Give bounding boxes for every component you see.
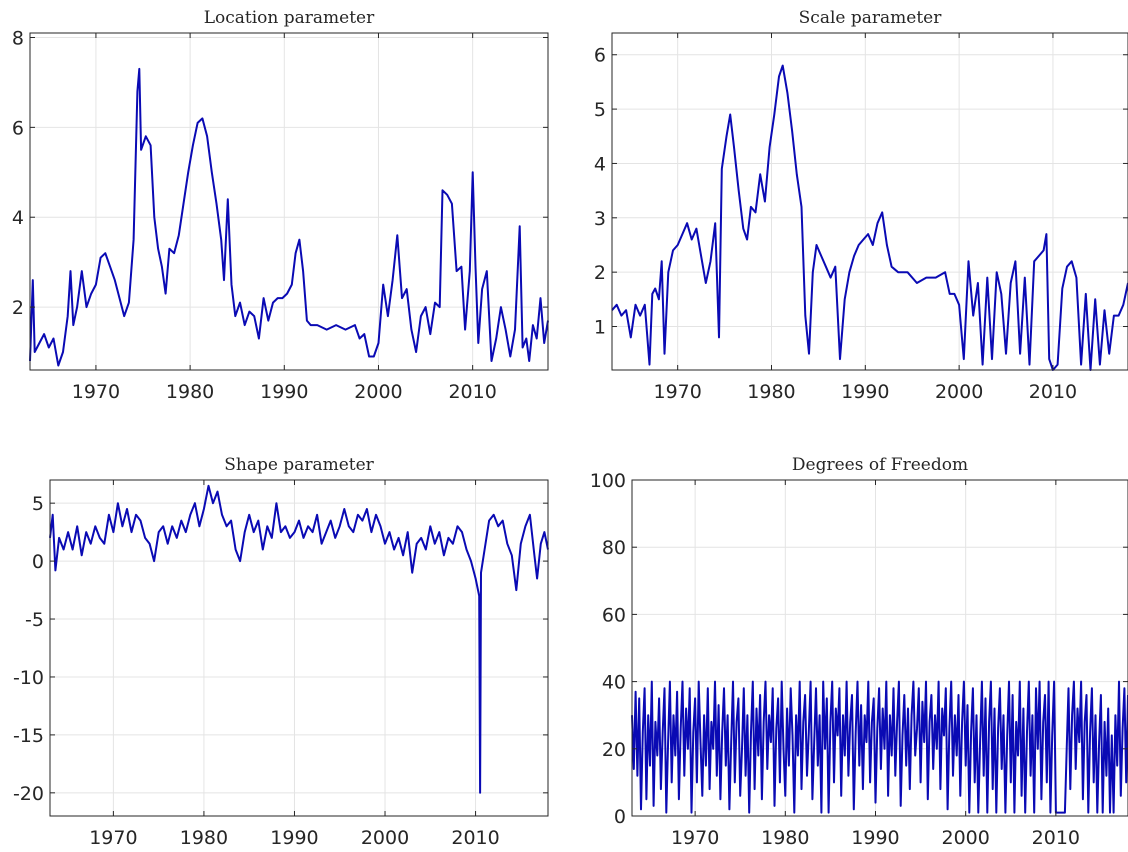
- x-tick-label: 1990: [841, 381, 889, 403]
- x-tick-label: 1980: [747, 381, 795, 403]
- y-tick-label: -20: [13, 783, 44, 805]
- y-tick-label: 5: [594, 99, 606, 121]
- axes-box: [49, 479, 549, 817]
- x-tick-label: 1970: [72, 381, 120, 403]
- y-tick-label: 0: [32, 551, 44, 573]
- series-line-1: [631, 680, 1128, 814]
- y-tick-label: 1: [594, 317, 606, 339]
- x-tick-label: 1970: [653, 381, 701, 403]
- y-tick-label: 80: [602, 537, 626, 559]
- x-tick-label: 1970: [89, 827, 137, 849]
- chart-panel-3: 1970 1980 1990 2000 2010 5 0 -5 -10 -15 -20 Shape p…: [13, 455, 549, 849]
- x-tick-label: 1970: [671, 827, 719, 849]
- plot-area: [612, 33, 1128, 370]
- plot-area: [30, 33, 548, 370]
- axes-box: [29, 32, 549, 371]
- y-tick-label: -5: [25, 609, 44, 631]
- y-tick-label: 2: [12, 297, 24, 319]
- x-tick-label: 1990: [260, 381, 308, 403]
- y-tick-label: 8: [12, 27, 24, 49]
- x-tick-label: 1980: [761, 827, 809, 849]
- chart-panel-4: 1970 1980 1990 2000 2010 0 20 40 60 80 100 Degrees …: [590, 455, 1128, 849]
- chart-title: Scale parameter: [799, 8, 943, 28]
- y-tick-label: 4: [12, 207, 24, 229]
- series-line-1: [49, 484, 549, 794]
- x-tick-label: 1980: [166, 381, 214, 403]
- axes-box: [611, 32, 1128, 371]
- x-tick-label: 2010: [1032, 827, 1080, 849]
- x-tick-label: 2000: [941, 827, 989, 849]
- y-tick-label: 100: [590, 470, 626, 492]
- y-tick-label: 5: [32, 493, 44, 515]
- chart-title: Degrees of Freedom: [792, 455, 968, 475]
- x-tick-label: 1990: [851, 827, 899, 849]
- y-tick-label: -15: [13, 725, 44, 747]
- y-tick-label: 6: [12, 117, 24, 139]
- series-line-1: [611, 64, 1128, 371]
- y-tick-label: -10: [13, 667, 44, 689]
- plot-area: [50, 480, 548, 816]
- chart-panel-1: 1970 1980 1990 2000 2010 2 4 6 8 Location paramet…: [12, 8, 549, 403]
- y-tick-label: 20: [602, 739, 626, 761]
- y-tick-label: 60: [602, 604, 626, 626]
- y-tick-label: 4: [594, 153, 606, 175]
- x-tick-label: 2000: [361, 827, 409, 849]
- chart-title: Shape parameter: [224, 455, 374, 475]
- chart-panel-2: 1970 1980 1990 2000 2010 1 2 3 4 5 6 Scale paramete…: [594, 8, 1128, 403]
- y-tick-label: 2: [594, 262, 606, 284]
- x-tick-label: 1990: [270, 827, 318, 849]
- y-tick-label: 3: [594, 208, 606, 230]
- x-tick-label: 2000: [935, 381, 983, 403]
- x-tick-label: 2010: [448, 381, 496, 403]
- x-tick-label: 2010: [1029, 381, 1077, 403]
- y-tick-label: 0: [614, 806, 626, 828]
- y-tick-label: 40: [602, 672, 626, 694]
- chart-title: Location parameter: [204, 8, 375, 28]
- x-tick-label: 1980: [180, 827, 228, 849]
- x-tick-label: 2010: [451, 827, 499, 849]
- axes-box: [631, 479, 1128, 817]
- x-tick-label: 2000: [354, 381, 402, 403]
- series-line-1: [29, 67, 549, 367]
- y-tick-label: 6: [594, 45, 606, 67]
